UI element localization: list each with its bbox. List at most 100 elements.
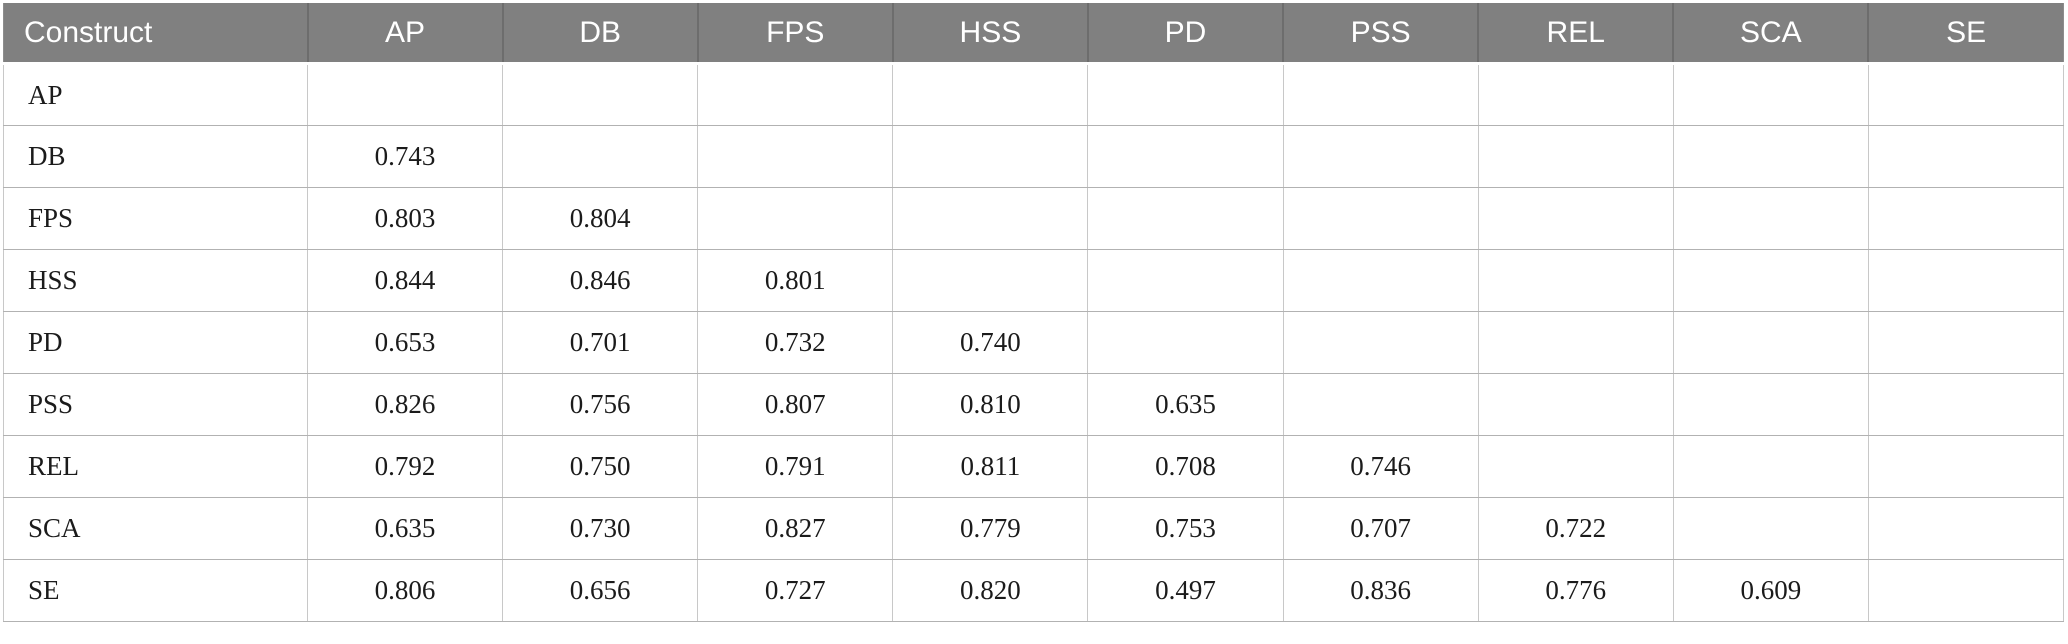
row-label-ap: AP bbox=[3, 63, 308, 126]
value-cell-rel-ap: 0.792 bbox=[306, 435, 504, 498]
value-cell-pss-pss bbox=[1282, 373, 1479, 436]
value-cell-rel-hss: 0.811 bbox=[892, 435, 1089, 498]
value-cell-se-hss: 0.820 bbox=[892, 559, 1089, 622]
header-cell-construct: Construct bbox=[3, 3, 308, 65]
table-row-se: SE 0.806 0.656 0.727 0.820 0.497 0.836 0.776 0.6… bbox=[3, 559, 2065, 622]
value-cell-se-se bbox=[1867, 559, 2065, 622]
value-cell-rel-se bbox=[1867, 435, 2065, 498]
value-cell-rel-pd: 0.708 bbox=[1087, 435, 1284, 498]
header-cell-hss: HSS bbox=[891, 3, 1088, 65]
value-cell-rel-pss: 0.746 bbox=[1282, 435, 1479, 498]
value-cell-pd-pss bbox=[1282, 311, 1479, 374]
value-cell-pd-fps: 0.732 bbox=[697, 311, 894, 374]
value-cell-pss-db: 0.756 bbox=[502, 373, 699, 436]
value-cell-sca-ap: 0.635 bbox=[306, 497, 504, 560]
value-cell-ap-sca bbox=[1672, 63, 1869, 126]
value-cell-hss-hss bbox=[892, 249, 1089, 312]
value-cell-se-sca: 0.609 bbox=[1672, 559, 1869, 622]
value-cell-fps-rel bbox=[1477, 187, 1674, 250]
value-cell-hss-pss bbox=[1282, 249, 1479, 312]
value-cell-db-hss bbox=[892, 125, 1089, 188]
value-cell-pd-sca bbox=[1672, 311, 1869, 374]
value-cell-pss-rel bbox=[1477, 373, 1674, 436]
header-cell-rel: REL bbox=[1477, 3, 1674, 65]
value-cell-pd-rel bbox=[1477, 311, 1674, 374]
value-cell-pss-pd: 0.635 bbox=[1087, 373, 1284, 436]
row-label-se: SE bbox=[3, 559, 308, 622]
value-cell-db-db bbox=[502, 125, 699, 188]
value-cell-ap-hss bbox=[892, 63, 1089, 126]
table-row-sca: SCA 0.635 0.730 0.827 0.779 0.753 0.707 0.722 bbox=[3, 497, 2065, 560]
header-cell-pd: PD bbox=[1086, 3, 1284, 65]
table-body: AP DB 0.743 FPS 0.803 0.804 HSS 0.844 0.846 0.801… bbox=[3, 63, 2065, 622]
row-label-db: DB bbox=[3, 125, 308, 188]
value-cell-pss-ap: 0.826 bbox=[306, 373, 504, 436]
value-cell-pss-fps: 0.807 bbox=[697, 373, 894, 436]
value-cell-sca-pss: 0.707 bbox=[1282, 497, 1479, 560]
value-cell-fps-fps bbox=[697, 187, 894, 250]
construct-correlation-table-wrap: Construct AP DB FPS HSS PD PSS REL SCA SE AP DB 0.7… bbox=[3, 3, 2065, 622]
table-row-ap: AP bbox=[3, 63, 2065, 126]
construct-correlation-table: Construct AP DB FPS HSS PD PSS REL SCA SE AP DB 0.7… bbox=[3, 3, 2065, 622]
header-cell-db: DB bbox=[501, 3, 698, 65]
header-cell-ap: AP bbox=[306, 3, 503, 65]
value-cell-ap-fps bbox=[697, 63, 894, 126]
value-cell-sca-sca bbox=[1672, 497, 1869, 560]
value-cell-db-sca bbox=[1672, 125, 1869, 188]
value-cell-pd-db: 0.701 bbox=[502, 311, 699, 374]
value-cell-pss-sca bbox=[1672, 373, 1869, 436]
value-cell-pss-hss: 0.810 bbox=[892, 373, 1089, 436]
value-cell-se-fps: 0.727 bbox=[697, 559, 894, 622]
value-cell-pd-hss: 0.740 bbox=[892, 311, 1089, 374]
value-cell-hss-se bbox=[1867, 249, 2065, 312]
value-cell-sca-fps: 0.827 bbox=[697, 497, 894, 560]
value-cell-hss-pd bbox=[1087, 249, 1284, 312]
value-cell-db-pd bbox=[1087, 125, 1284, 188]
value-cell-rel-db: 0.750 bbox=[502, 435, 699, 498]
table-row-pss: PSS 0.826 0.756 0.807 0.810 0.635 bbox=[3, 373, 2065, 436]
row-label-sca: SCA bbox=[3, 497, 308, 560]
value-cell-ap-pss bbox=[1282, 63, 1479, 126]
header-cell-fps: FPS bbox=[696, 3, 893, 65]
value-cell-sca-se bbox=[1867, 497, 2065, 560]
value-cell-fps-pd bbox=[1087, 187, 1284, 250]
value-cell-se-ap: 0.806 bbox=[306, 559, 504, 622]
value-cell-fps-sca bbox=[1672, 187, 1869, 250]
value-cell-hss-sca bbox=[1672, 249, 1869, 312]
table-header-row: Construct AP DB FPS HSS PD PSS REL SCA SE bbox=[3, 3, 2065, 65]
value-cell-hss-db: 0.846 bbox=[502, 249, 699, 312]
row-label-pss: PSS bbox=[3, 373, 308, 436]
table-row-fps: FPS 0.803 0.804 bbox=[3, 187, 2065, 250]
value-cell-fps-ap: 0.803 bbox=[306, 187, 504, 250]
table-row-pd: PD 0.653 0.701 0.732 0.740 bbox=[3, 311, 2065, 374]
row-label-pd: PD bbox=[3, 311, 308, 374]
table-row-rel: REL 0.792 0.750 0.791 0.811 0.708 0.746 bbox=[3, 435, 2065, 498]
value-cell-se-db: 0.656 bbox=[502, 559, 699, 622]
value-cell-fps-se bbox=[1867, 187, 2065, 250]
table-row-db: DB 0.743 bbox=[3, 125, 2065, 188]
row-label-rel: REL bbox=[3, 435, 308, 498]
value-cell-rel-sca bbox=[1672, 435, 1869, 498]
row-label-hss: HSS bbox=[3, 249, 308, 312]
value-cell-pd-se bbox=[1867, 311, 2065, 374]
value-cell-sca-db: 0.730 bbox=[502, 497, 699, 560]
value-cell-se-pd: 0.497 bbox=[1087, 559, 1284, 622]
value-cell-hss-rel bbox=[1477, 249, 1674, 312]
value-cell-db-se bbox=[1867, 125, 2065, 188]
value-cell-pd-pd bbox=[1087, 311, 1284, 374]
value-cell-hss-ap: 0.844 bbox=[306, 249, 504, 312]
value-cell-fps-pss bbox=[1282, 187, 1479, 250]
header-cell-pss: PSS bbox=[1282, 3, 1479, 65]
value-cell-db-pss bbox=[1282, 125, 1479, 188]
value-cell-rel-rel bbox=[1477, 435, 1674, 498]
table-header: Construct AP DB FPS HSS PD PSS REL SCA SE bbox=[3, 3, 2065, 65]
value-cell-ap-db bbox=[502, 63, 699, 126]
value-cell-pd-ap: 0.653 bbox=[306, 311, 504, 374]
value-cell-ap-rel bbox=[1477, 63, 1674, 126]
value-cell-pss-se bbox=[1867, 373, 2065, 436]
table-row-hss: HSS 0.844 0.846 0.801 bbox=[3, 249, 2065, 312]
value-cell-db-ap: 0.743 bbox=[306, 125, 504, 188]
value-cell-db-rel bbox=[1477, 125, 1674, 188]
value-cell-fps-db: 0.804 bbox=[502, 187, 699, 250]
value-cell-hss-fps: 0.801 bbox=[697, 249, 894, 312]
